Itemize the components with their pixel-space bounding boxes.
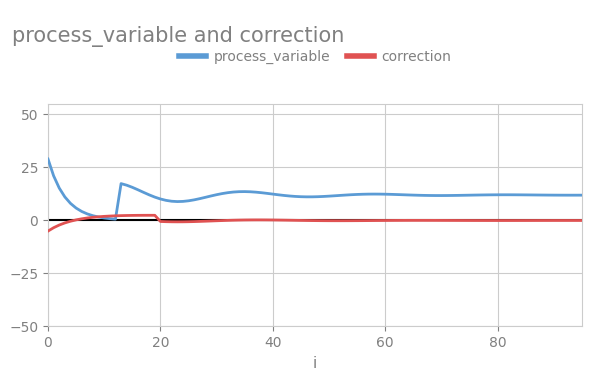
correction xyxy=(44,229,52,233)
correction xyxy=(578,218,586,223)
process_variable xyxy=(44,157,52,161)
Line: process_variable: process_variable xyxy=(48,159,600,219)
correction xyxy=(562,218,569,223)
correction xyxy=(179,220,187,224)
correction xyxy=(157,219,164,224)
Line: correction: correction xyxy=(48,215,600,231)
process_variable xyxy=(562,193,569,197)
X-axis label: i: i xyxy=(313,356,317,371)
correction xyxy=(382,218,389,223)
process_variable xyxy=(382,192,389,196)
process_variable xyxy=(157,197,164,201)
process_variable xyxy=(337,193,344,198)
Text: process_variable and correction: process_variable and correction xyxy=(12,26,344,47)
correction xyxy=(146,213,153,217)
process_variable xyxy=(112,217,119,221)
correction xyxy=(337,219,344,223)
process_variable xyxy=(179,199,187,204)
process_variable xyxy=(578,193,586,197)
Legend: process_variable, correction: process_variable, correction xyxy=(173,44,457,69)
